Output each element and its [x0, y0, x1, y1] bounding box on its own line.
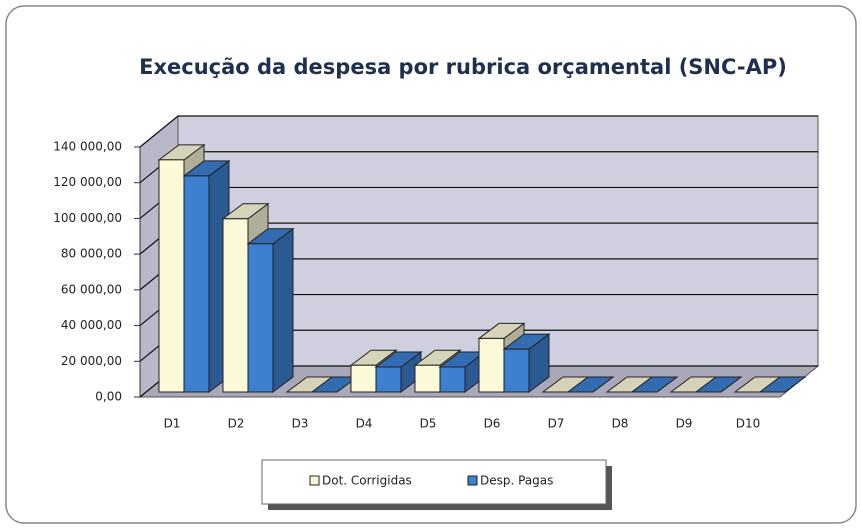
- bar: [630, 376, 679, 393]
- bar-front: [350, 364, 377, 393]
- bar-top: [758, 376, 807, 393]
- bar-front: [247, 243, 274, 393]
- x-tick-label: D5: [420, 417, 437, 431]
- bar: [566, 376, 615, 393]
- y-tick-label: 0,00: [95, 390, 122, 404]
- x-tick-label: D7: [548, 417, 565, 431]
- bar-front: [158, 159, 185, 393]
- bar-front: [439, 366, 466, 393]
- bar: [182, 159, 231, 393]
- chart-title: Execução da despesa por rubrica orçament…: [139, 55, 787, 79]
- bar-front: [222, 218, 249, 393]
- y-tick-label: 80 000,00: [61, 247, 122, 261]
- bar-top: [566, 376, 615, 393]
- bar-front: [414, 364, 441, 393]
- x-tick-label: D9: [676, 417, 693, 431]
- y-tick-label: 100 000,00: [53, 211, 122, 225]
- bar-top: [630, 376, 679, 393]
- x-tick-label: D6: [484, 417, 501, 431]
- legend-swatch: [467, 475, 478, 486]
- x-tick-label: D4: [356, 417, 373, 431]
- y-tick-label: 60 000,00: [61, 282, 122, 296]
- bar-front: [478, 337, 505, 393]
- legend-label: Dot. Corrigidas: [322, 474, 412, 488]
- bar-side: [272, 227, 294, 393]
- x-tick-label: D1: [164, 417, 181, 431]
- y-tick-label: 20 000,00: [61, 354, 122, 368]
- x-tick-label: D8: [612, 417, 629, 431]
- bar: [502, 333, 551, 393]
- x-tick-label: D10: [736, 417, 761, 431]
- bar: [694, 376, 743, 393]
- legend-label: Desp. Pagas: [480, 474, 553, 488]
- y-tick-label: 140 000,00: [53, 140, 122, 154]
- y-tick-label: 40 000,00: [61, 318, 122, 332]
- bar: [374, 351, 423, 393]
- bar: [438, 351, 487, 393]
- bar: [246, 227, 295, 393]
- bar-front: [183, 175, 210, 393]
- bar-front: [375, 366, 402, 393]
- grid-line: [139, 115, 818, 148]
- bar: [758, 376, 807, 393]
- legend-swatch: [309, 475, 320, 486]
- y-tick-label: 120 000,00: [53, 175, 122, 189]
- bar-top: [694, 376, 743, 393]
- x-tick-label: D3: [292, 417, 309, 431]
- bar-front: [503, 348, 530, 393]
- x-tick-label: D2: [228, 417, 245, 431]
